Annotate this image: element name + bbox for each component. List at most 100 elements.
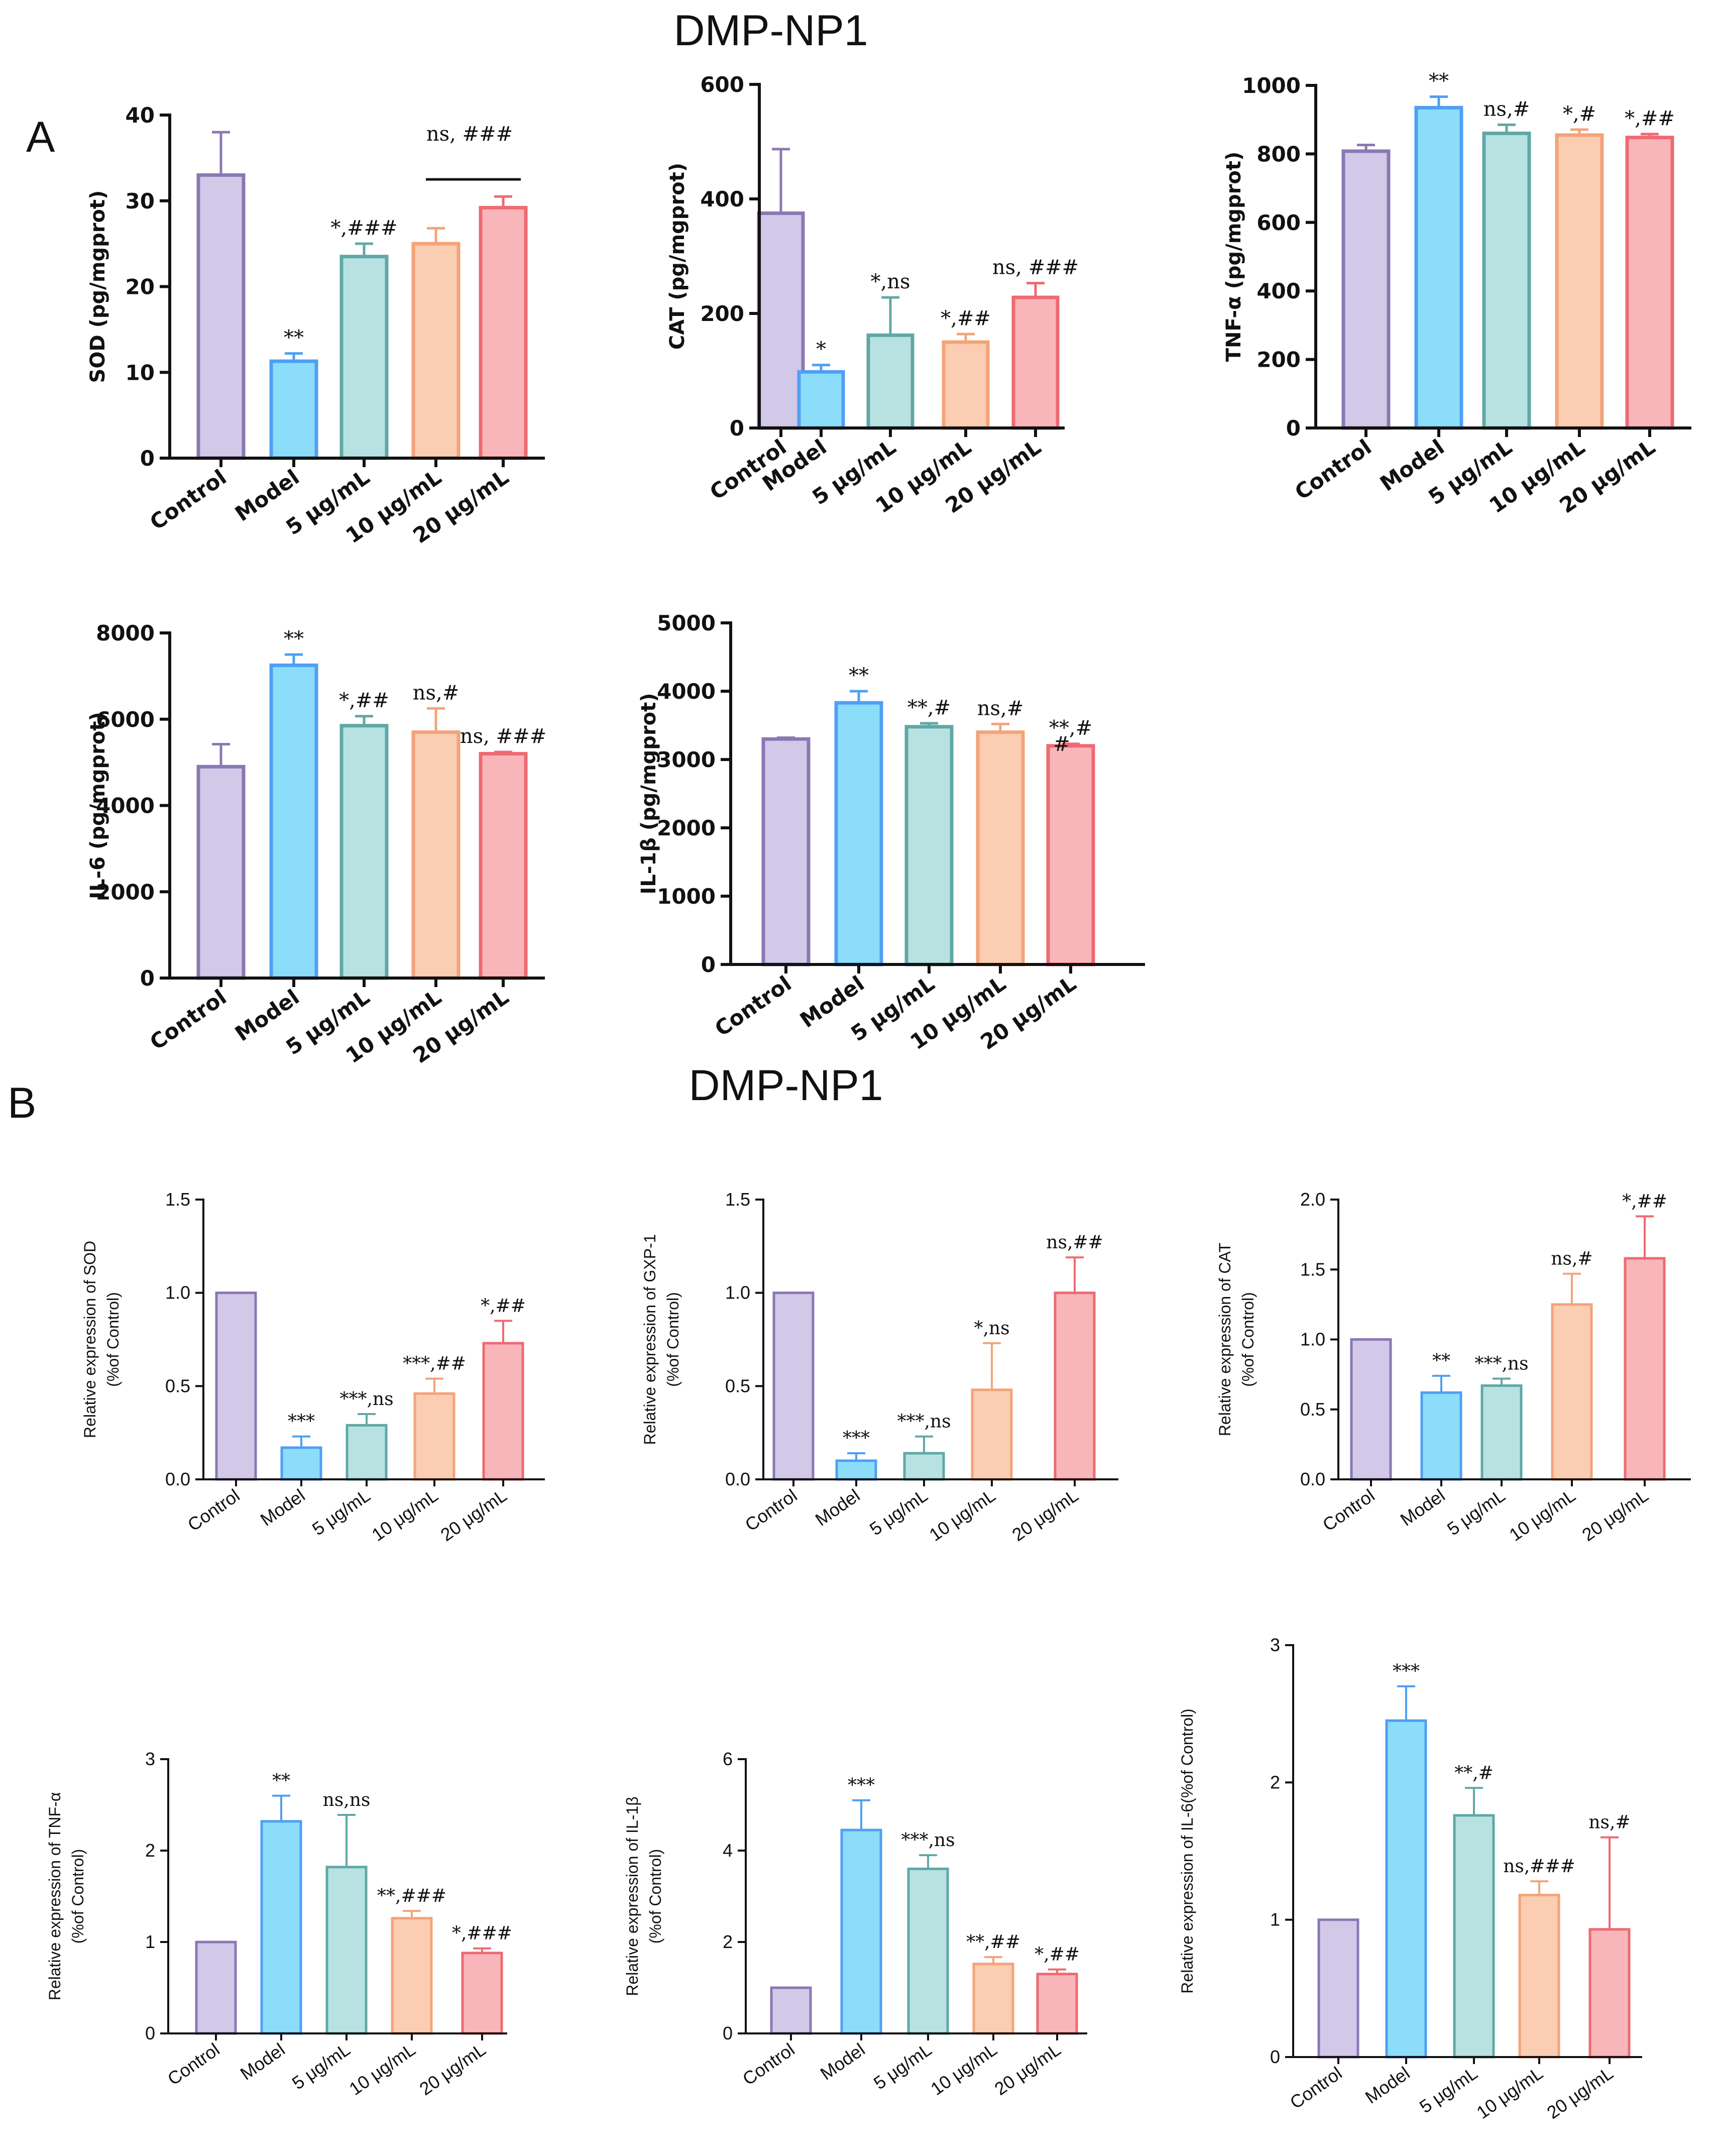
significance-label-3: *,## — [941, 307, 991, 330]
bar-1 — [835, 1459, 877, 1481]
bar-0 — [196, 765, 246, 980]
significance-label-1: ** — [1432, 1351, 1450, 1371]
significance-label-2: ***,ns — [1474, 1353, 1528, 1374]
x-tick-label-0: Control — [1319, 1485, 1379, 1535]
significance-label-4: *,## — [1622, 1191, 1667, 1212]
significance-label-1: *** — [843, 1428, 870, 1449]
significance-label-1: ** — [849, 664, 869, 687]
x-tick-label-0: Control — [741, 1485, 801, 1535]
bar-1 — [834, 701, 883, 966]
x-tick-label-0: Control — [1286, 2063, 1346, 2113]
y-tick-label-1: 10 — [126, 360, 155, 385]
y-axis-title-line-0: Relative expression of IL-1β — [623, 1796, 641, 1996]
x-tick-label-3: 10 μg/mL — [346, 2039, 419, 2099]
bar-3 — [972, 1963, 1014, 2035]
y-tick-label-1: 0.5 — [1300, 1399, 1325, 1420]
significance-label-2: *,### — [330, 217, 397, 240]
y-axis-title-line-1: (%of Control) — [69, 1849, 87, 1944]
y-tick-label-2: 4000 — [96, 794, 155, 818]
significance-label-2: **,# — [907, 696, 951, 719]
bar-0 — [761, 737, 811, 966]
x-tick-label-0: Control — [184, 1485, 244, 1535]
bar-1 — [840, 1828, 882, 2035]
y-axis-title-line-0: SOD (pg/mgprot) — [86, 190, 109, 383]
x-tick-label-4: 20 μg/mL — [1008, 1485, 1082, 1545]
bar-2 — [903, 1452, 945, 1481]
x-tick-label-0: Control — [1290, 435, 1376, 505]
significance-label-2: ***,ns — [339, 1389, 393, 1410]
significance-label-3: **,## — [966, 1932, 1020, 1953]
bar-2 — [907, 1867, 949, 2035]
x-tick-label-3: 10 μg/mL — [927, 2039, 1001, 2099]
x-tick-label-2: 5 μg/mL — [1416, 2063, 1481, 2117]
y-tick-label-0: 0 — [723, 2023, 733, 2043]
chart-b-sod: *** ***,ns ***,## *,## 0.0 0.5 1.0 1.5 Control Mo… — [81, 1189, 545, 1545]
panel-letter-b: B — [8, 1079, 36, 1127]
significance-label-extra: # — [1053, 733, 1070, 756]
y-tick-label-2: 400 — [1256, 279, 1301, 303]
x-tick-label-0: Control — [739, 2039, 798, 2089]
bar-2 — [346, 1424, 388, 1481]
chart-a-cat: **,ns*,##ns, ###0200400600ControlModel5 … — [666, 72, 1079, 518]
bar-2 — [325, 1866, 368, 2035]
chart-b-cat: ** ***,ns ns,# *,## 0.0 0.5 1.0 1.5 2.0 Control Mo… — [1216, 1189, 1691, 1545]
x-tick-label-1: Model — [1361, 2063, 1414, 2108]
significance-label-1: *** — [288, 1412, 315, 1432]
bar-4 — [1624, 1257, 1666, 1481]
x-tick-label-0: Control — [164, 2039, 223, 2089]
y-tick-label-2: 4 — [723, 1840, 733, 1861]
y-axis-title-line-0: Relative expression of SOD — [81, 1241, 99, 1438]
bar-0 — [195, 1941, 237, 2035]
y-tick-label-0: 0 — [1270, 2046, 1280, 2067]
x-tick-label-4: 20 μg/mL — [1543, 2063, 1617, 2123]
y-axis-title-line-1: (%of Control) — [646, 1849, 664, 1944]
significance-label-4: *,### — [452, 1923, 512, 1944]
bar-4 — [1011, 295, 1060, 430]
bar-0 — [772, 1291, 815, 1481]
y-tick-label-1: 1 — [145, 1931, 155, 1952]
y-tick-label-2: 400 — [700, 187, 744, 211]
y-tick-label-0: 0 — [730, 416, 744, 441]
y-tick-label-1: 200 — [1256, 348, 1301, 372]
y-tick-label-0: 0 — [145, 2023, 155, 2043]
y-tick-label-3: 600 — [1256, 210, 1301, 235]
x-tick-label-0: Control — [710, 971, 795, 1041]
chart-a-il6: ** *,## ns,#ns, ### 0 2000 4000 6000 8000 Contro… — [86, 621, 546, 1068]
bar-1 — [1385, 1719, 1427, 2059]
y-tick-label-2: 2 — [1270, 1772, 1280, 1792]
bar-0 — [1317, 1918, 1359, 2059]
significance-label-4: ns,# — [1588, 1812, 1630, 1833]
y-tick-label-2: 2 — [145, 1840, 155, 1861]
y-tick-label-5: 5000 — [657, 611, 716, 635]
x-tick-label-2: 5 μg/mL — [866, 1485, 932, 1540]
y-tick-label-0: 0 — [701, 952, 716, 977]
significance-bracket-label: ns, ### — [426, 123, 513, 146]
significance-label-2: ***,ns — [897, 1412, 951, 1432]
significance-label-4: *,## — [1035, 1945, 1080, 1965]
significance-label-4: ns, ### — [992, 256, 1079, 279]
significance-label-3: *,ns — [974, 1318, 1009, 1339]
figure-title-b: DMP-NP1 — [689, 1061, 883, 1110]
bar-3 — [411, 242, 461, 460]
y-tick-label-4: 8000 — [96, 621, 155, 645]
x-tick-label-2: 5 μg/mL — [288, 2039, 354, 2094]
y-tick-label-0: 0.0 — [165, 1469, 190, 1489]
chart-b-gxp1: *** ***,ns *,ns ns,## 0.0 0.5 1.0 1.5 Control Mod… — [641, 1189, 1118, 1545]
y-tick-label-0: 0.0 — [725, 1469, 750, 1489]
y-tick-label-3: 3000 — [657, 747, 716, 772]
x-tick-label-1: Model — [817, 2039, 869, 2084]
significance-label-3: **,### — [377, 1886, 446, 1906]
y-tick-label-1: 2000 — [96, 880, 155, 904]
y-tick-label-0: 0 — [1286, 416, 1301, 441]
x-tick-label-1: Model — [237, 2039, 289, 2084]
significance-label-2: *,## — [339, 689, 389, 712]
x-tick-label-1: Model — [257, 1485, 309, 1530]
bar-3 — [391, 1917, 433, 2035]
chart-b-il6: *** **,# ns,### ns,# 0 1 2 3 Control Model 5 μg/mL… — [1178, 1635, 1642, 2123]
x-tick-label-1: Model — [1397, 1485, 1449, 1530]
x-tick-label-3: 10 μg/mL — [1473, 2063, 1547, 2123]
bar-4 — [1046, 744, 1095, 966]
bar-2 — [339, 255, 389, 460]
significance-label-2: *,ns — [870, 270, 910, 293]
